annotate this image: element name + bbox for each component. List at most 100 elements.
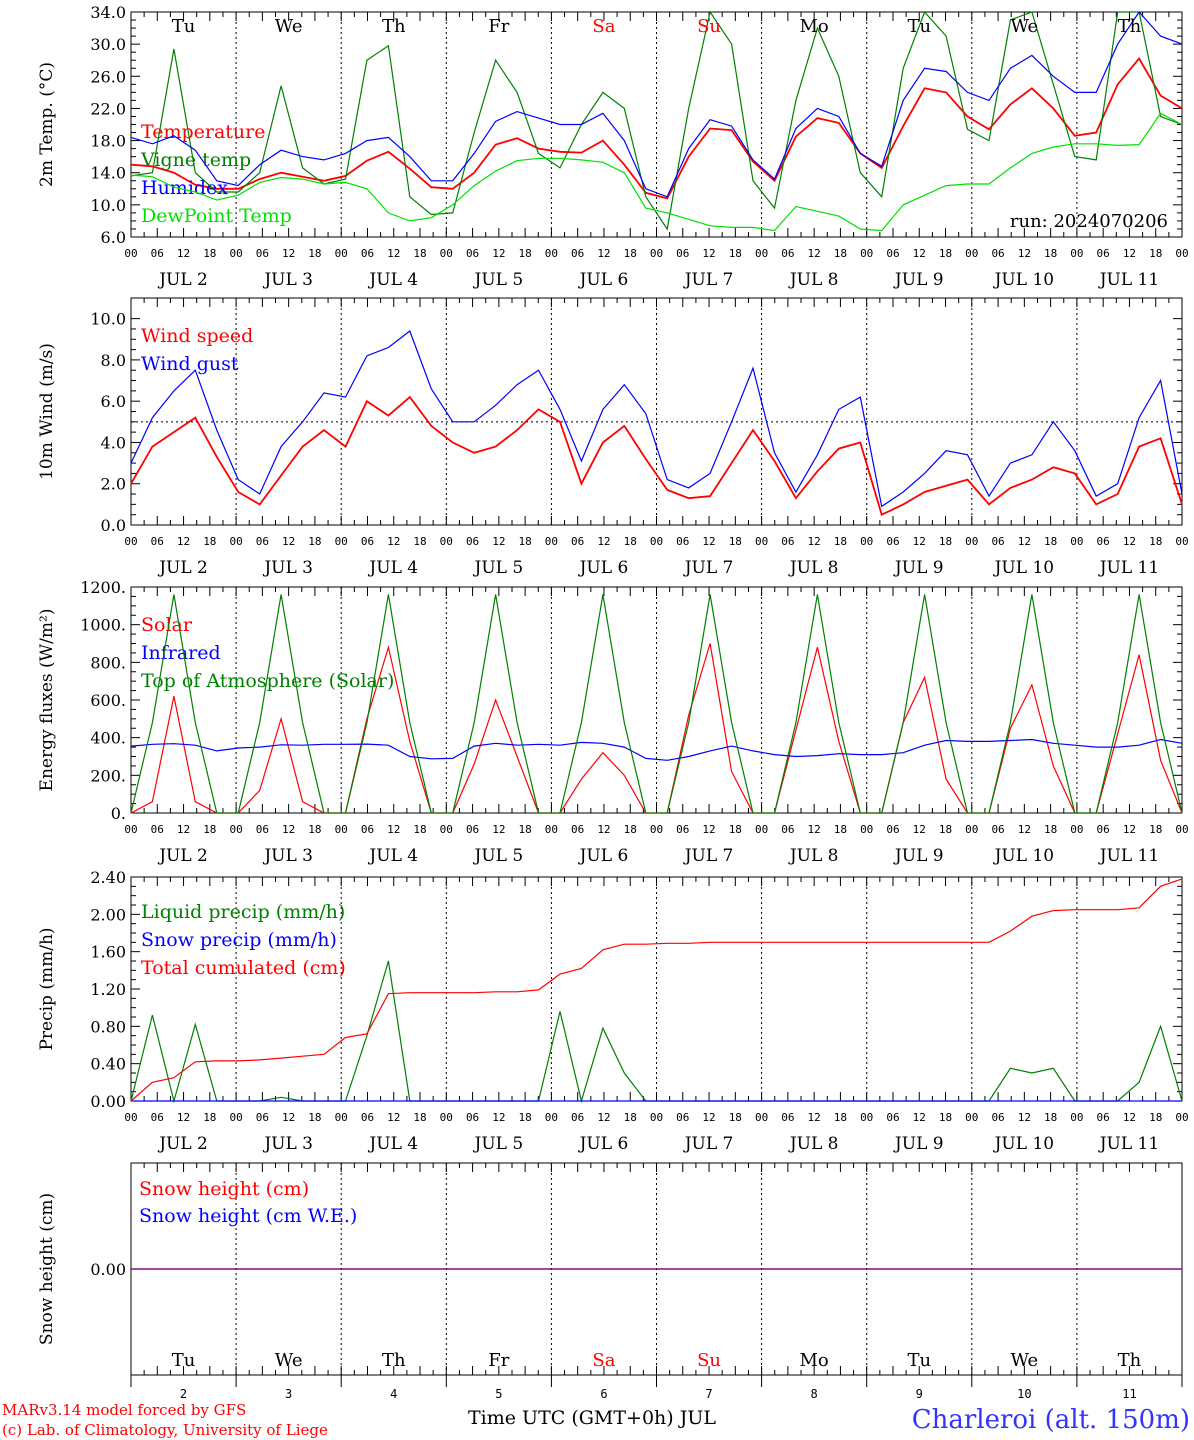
- hour-label: 06: [781, 1111, 794, 1124]
- hour-label: 06: [361, 823, 374, 836]
- date-label: JUL 5: [473, 1134, 524, 1154]
- y-tick-label: 8.0: [101, 351, 126, 370]
- date-label: JUL 2: [157, 558, 208, 578]
- hour-label: 00: [860, 1111, 873, 1124]
- weekday-label-bottom: We: [1011, 1350, 1039, 1371]
- date-label: JUL 5: [473, 558, 524, 578]
- hour-label: 06: [571, 823, 584, 836]
- series-line: [130, 395, 1183, 516]
- hour-label: 12: [597, 247, 610, 260]
- legend-entry: Temperature: [141, 121, 265, 143]
- date-label: JUL 10: [993, 1134, 1054, 1154]
- hour-label: 00: [124, 823, 137, 836]
- hour-label: 06: [886, 535, 899, 548]
- hour-label: 06: [151, 535, 164, 548]
- hour-label: 06: [361, 535, 374, 548]
- y-axis-label: Snow height (cm): [37, 1193, 57, 1345]
- y-tick-label: 26.0: [90, 67, 126, 86]
- hour-label: 12: [597, 535, 610, 548]
- hour-label: 00: [965, 247, 978, 260]
- series-line: [130, 738, 1183, 761]
- hour-label: 18: [519, 535, 532, 548]
- date-label: JUL 7: [683, 1134, 734, 1154]
- y-tick-label: 4.0: [101, 433, 126, 452]
- y-tick-label: 0.80: [90, 1017, 126, 1036]
- hour-label: 00: [229, 247, 242, 260]
- hour-label: 12: [702, 247, 715, 260]
- weekday-label-top: We: [1011, 16, 1039, 37]
- hour-label: 12: [177, 247, 190, 260]
- series-line: [130, 57, 1183, 200]
- weekday-label-bottom: Th: [1118, 1350, 1142, 1371]
- hour-label: 00: [650, 823, 663, 836]
- y-tick-label: 0.00: [90, 1092, 126, 1111]
- hour-label: 12: [808, 823, 821, 836]
- date-label: JUL 9: [893, 1134, 944, 1154]
- y-axis-label: 10m Wind (m/s): [37, 343, 57, 480]
- date-label: JUL 7: [683, 558, 734, 578]
- chart-panel-1: 6.0 10.0 14.0 18.0 22.0 26.0 30.0 34.0 2m Temp. …: [37, 3, 1189, 290]
- hour-label: 12: [1018, 823, 1031, 836]
- hour-label: 12: [597, 823, 610, 836]
- hour-label: 06: [256, 535, 269, 548]
- hour-label: 00: [335, 535, 348, 548]
- hour-label: 18: [729, 247, 742, 260]
- hour-label: 18: [624, 247, 637, 260]
- y-axis-label: 2m Temp. (°C): [37, 62, 57, 187]
- hour-label: 18: [939, 823, 952, 836]
- hour-label: 00: [229, 1111, 242, 1124]
- legend-entry: Infrared: [141, 642, 221, 664]
- hour-label: 00: [545, 535, 558, 548]
- hour-label: 18: [519, 1111, 532, 1124]
- credit-line-1: MARv3.14 model forced by GFS: [2, 1401, 246, 1419]
- hour-label: 12: [913, 823, 926, 836]
- hour-label: 12: [808, 1111, 821, 1124]
- hour-label: 12: [492, 247, 505, 260]
- series-line: [130, 878, 1183, 1102]
- legend-entry: Humidex: [141, 177, 228, 199]
- series-line: [130, 10, 1183, 231]
- hour-label: 06: [571, 247, 584, 260]
- hour-label: 12: [387, 535, 400, 548]
- y-tick-label: 0.40: [90, 1055, 126, 1074]
- hour-label: 12: [492, 535, 505, 548]
- y-tick-label: 0.: [111, 804, 126, 823]
- chart-panel-3: 0. 200. 400. 600. 800. 1000. 1200. Energy fluxe…: [37, 578, 1189, 866]
- hour-label: 00: [755, 1111, 768, 1124]
- hour-label: 18: [413, 1111, 426, 1124]
- hour-label: 00: [335, 823, 348, 836]
- hour-label: 18: [519, 247, 532, 260]
- y-axis-label: Energy fluxes (W/m²): [37, 609, 57, 792]
- hour-label: 18: [519, 823, 532, 836]
- hour-label: 00: [650, 1111, 663, 1124]
- hour-label: 06: [256, 247, 269, 260]
- y-tick-label: 10.0: [90, 196, 126, 215]
- hour-label: 12: [808, 535, 821, 548]
- hour-label: 06: [1097, 1111, 1110, 1124]
- station-name: Charleroi (alt. 150m): [912, 1405, 1190, 1435]
- hour-label: 12: [282, 823, 295, 836]
- run-label: run: 2024070206: [1010, 211, 1168, 232]
- hour-label: 00: [335, 1111, 348, 1124]
- chart-panel-5: 0.00 Snow height (cm) Snow height (cm) Snow…: [37, 1162, 1183, 1376]
- date-label: JUL 10: [993, 270, 1054, 290]
- date-label: JUL 2: [157, 1134, 208, 1154]
- hour-label: 06: [1097, 823, 1110, 836]
- hour-label: 00: [860, 823, 873, 836]
- date-label: JUL 6: [578, 558, 629, 578]
- hour-label: 18: [729, 535, 742, 548]
- y-tick-label: 6.0: [101, 228, 126, 247]
- date-label: JUL 3: [262, 846, 313, 866]
- hour-label: 00: [440, 823, 453, 836]
- hour-label: 18: [1149, 535, 1162, 548]
- day-number-label: 8: [811, 1387, 818, 1401]
- hour-label: 06: [886, 823, 899, 836]
- day-number-label: 7: [705, 1387, 712, 1401]
- hour-label: 00: [545, 1111, 558, 1124]
- hour-label: 00: [440, 247, 453, 260]
- date-label: JUL 4: [367, 558, 418, 578]
- date-label: JUL 8: [788, 1134, 839, 1154]
- hour-label: 18: [413, 535, 426, 548]
- hour-label: 18: [1149, 247, 1162, 260]
- x-axis-title: Time UTC (GMT+0h) JUL: [468, 1407, 716, 1429]
